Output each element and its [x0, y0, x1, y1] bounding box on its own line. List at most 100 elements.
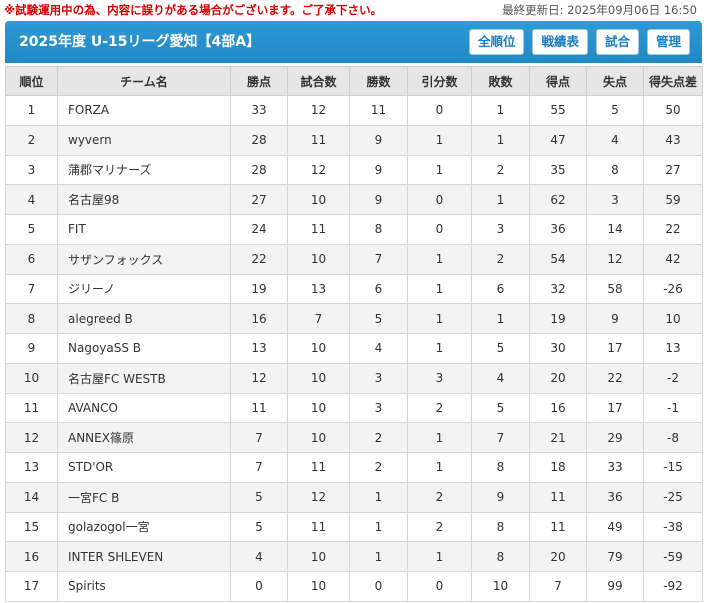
table-row[interactable]: 2 wyvern 28 11 9 1 1 47 4 43: [5, 124, 703, 156]
matches-button[interactable]: 試合: [595, 29, 639, 55]
table-row[interactable]: 5 FIT 24 11 8 0 3 36 14 22: [5, 214, 703, 245]
table-row[interactable]: 12 ANNEX篠原 7 10 2 1 7 21 29 -8: [5, 422, 703, 453]
cell-draws: 0: [407, 214, 472, 245]
cell-points: 7: [230, 452, 288, 483]
cell-played: 13: [287, 273, 350, 305]
cell-goals-for: 20: [529, 362, 587, 394]
cell-goals-for: 7: [529, 571, 587, 602]
table-row[interactable]: 8 alegreed B 16 7 5 1 1 19 9 10: [5, 303, 703, 334]
cell-draws: 1: [407, 273, 472, 305]
col-goals-against[interactable]: 失点: [586, 66, 644, 96]
cell-goals-for: 30: [529, 333, 587, 364]
cell-goal-difference: 43: [643, 124, 703, 156]
cell-losses: 4: [471, 362, 530, 394]
cell-team-name[interactable]: サザンフォックス: [57, 243, 231, 275]
col-losses[interactable]: 敗数: [471, 66, 530, 96]
admin-button[interactable]: 管理: [646, 29, 690, 55]
cell-played: 10: [287, 392, 350, 424]
col-team[interactable]: チーム名: [57, 66, 231, 96]
col-played[interactable]: 試合数: [287, 66, 350, 96]
table-row[interactable]: 13 STD'OR 7 11 2 1 8 18 33 -15: [5, 452, 703, 483]
cell-wins: 1: [349, 511, 408, 543]
cell-points: 19: [230, 273, 288, 305]
table-row[interactable]: 4 名古屋98 27 10 9 0 1 62 3 59: [5, 184, 703, 215]
cell-team-name[interactable]: ANNEX篠原: [57, 422, 231, 453]
results-table-button[interactable]: 戦績表: [532, 29, 588, 55]
cell-team-name[interactable]: STD'OR: [57, 452, 231, 483]
table-row[interactable]: 3 蒲郡マリナーズ 28 12 9 1 2 35 8 27: [5, 154, 703, 186]
cell-team-name[interactable]: NagoyaSS B: [57, 333, 231, 364]
cell-team-name[interactable]: 名古屋FC WESTB: [57, 362, 231, 394]
cell-losses: 5: [471, 392, 530, 424]
cell-team-name[interactable]: FIT: [57, 214, 231, 245]
cell-goal-difference: -2: [643, 362, 703, 394]
cell-goal-difference: -8: [643, 422, 703, 453]
cell-goals-against: 9: [586, 303, 644, 334]
cell-losses: 6: [471, 273, 530, 305]
cell-wins: 6: [349, 273, 408, 305]
cell-points: 12: [230, 362, 288, 394]
trial-notice: ※試験運用中の為、内容に誤りがある場合がございます。ご了承下さい。: [4, 3, 383, 17]
table-row[interactable]: 10 名古屋FC WESTB 12 10 3 3 4 20 22 -2: [5, 362, 703, 394]
table-row[interactable]: 14 一宮FC B 5 12 1 2 9 11 36 -25: [5, 481, 703, 513]
cell-points: 27: [230, 184, 288, 215]
cell-draws: 1: [407, 243, 472, 275]
cell-goals-for: 11: [529, 481, 587, 513]
table-row[interactable]: 16 INTER SHLEVEN 4 10 1 1 8 20 79 -59: [5, 541, 703, 572]
cell-draws: 1: [407, 452, 472, 483]
cell-goals-for: 19: [529, 303, 587, 334]
cell-wins: 7: [349, 243, 408, 275]
cell-team-name[interactable]: 蒲郡マリナーズ: [57, 154, 231, 186]
cell-played: 11: [287, 452, 350, 483]
cell-goal-difference: -92: [643, 571, 703, 602]
table-row[interactable]: 6 サザンフォックス 22 10 7 1 2 54 12 42: [5, 243, 703, 275]
cell-goal-difference: -26: [643, 273, 703, 305]
table-row[interactable]: 17 Spirits 0 10 0 0 10 7 99 -92: [5, 571, 703, 602]
table-row[interactable]: 15 golazogol一宮 5 11 1 2 8 11 49 -38: [5, 511, 703, 543]
col-goal-difference[interactable]: 得失点差: [643, 66, 703, 96]
cell-goals-against: 36: [586, 481, 644, 513]
cell-draws: 1: [407, 541, 472, 572]
col-rank[interactable]: 順位: [5, 66, 58, 96]
table-row[interactable]: 7 ジリーノ 19 13 6 1 6 32 58 -26: [5, 273, 703, 305]
cell-team-name[interactable]: alegreed B: [57, 303, 231, 334]
cell-team-name[interactable]: Spirits: [57, 571, 231, 602]
cell-team-name[interactable]: FORZA: [57, 95, 231, 126]
cell-wins: 5: [349, 303, 408, 334]
cell-goals-against: 14: [586, 214, 644, 245]
cell-goals-against: 22: [586, 362, 644, 394]
cell-rank: 6: [5, 243, 58, 275]
col-draws[interactable]: 引分数: [407, 66, 472, 96]
header-nav: 全順位 戦績表 試合 管理: [468, 29, 690, 55]
col-wins[interactable]: 勝数: [349, 66, 408, 96]
cell-draws: 1: [407, 154, 472, 186]
cell-points: 7: [230, 422, 288, 453]
cell-rank: 1: [5, 95, 58, 126]
cell-rank: 10: [5, 362, 58, 394]
cell-team-name[interactable]: ジリーノ: [57, 273, 231, 305]
cell-goals-against: 5: [586, 95, 644, 126]
table-row[interactable]: 9 NagoyaSS B 13 10 4 1 5 30 17 13: [5, 333, 703, 364]
cell-team-name[interactable]: AVANCO: [57, 392, 231, 424]
cell-goal-difference: -25: [643, 481, 703, 513]
all-standings-button[interactable]: 全順位: [468, 29, 525, 55]
col-points[interactable]: 勝点: [230, 66, 288, 96]
cell-team-name[interactable]: wyvern: [57, 124, 231, 156]
col-goals-for[interactable]: 得点: [529, 66, 587, 96]
cell-team-name[interactable]: golazogol一宮: [57, 511, 231, 543]
cell-team-name[interactable]: INTER SHLEVEN: [57, 541, 231, 572]
cell-draws: 2: [407, 481, 472, 513]
cell-losses: 2: [471, 243, 530, 275]
table-row[interactable]: 11 AVANCO 11 10 3 2 5 16 17 -1: [5, 392, 703, 424]
cell-goals-against: 17: [586, 333, 644, 364]
cell-team-name[interactable]: 名古屋98: [57, 184, 231, 215]
table-row[interactable]: 1 FORZA 33 12 11 0 1 55 5 50: [5, 95, 703, 126]
cell-goal-difference: 22: [643, 214, 703, 245]
cell-team-name[interactable]: 一宮FC B: [57, 481, 231, 513]
cell-losses: 3: [471, 214, 530, 245]
cell-goals-for: 11: [529, 511, 587, 543]
cell-rank: 16: [5, 541, 58, 572]
cell-played: 10: [287, 541, 350, 572]
cell-wins: 8: [349, 214, 408, 245]
cell-draws: 0: [407, 571, 472, 602]
